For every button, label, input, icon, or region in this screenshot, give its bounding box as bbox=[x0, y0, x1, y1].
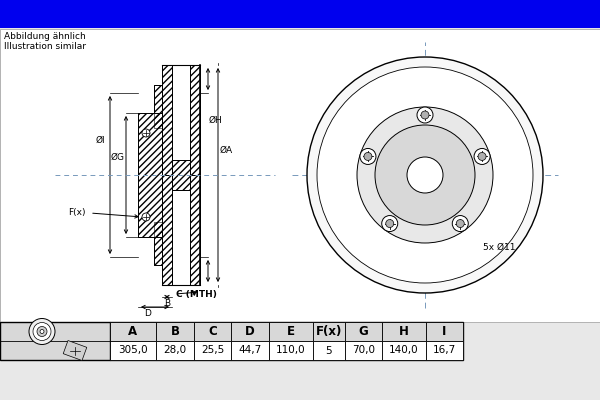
Bar bbox=[110, 341, 156, 360]
Bar bbox=[138, 113, 162, 237]
Bar bbox=[162, 175, 172, 285]
Bar bbox=[345, 341, 382, 360]
Circle shape bbox=[357, 107, 493, 243]
Bar bbox=[231, 322, 269, 341]
Bar bbox=[172, 160, 190, 190]
Bar bbox=[162, 65, 172, 175]
Bar bbox=[194, 322, 231, 341]
Text: Illustration similar: Illustration similar bbox=[4, 42, 86, 51]
Circle shape bbox=[142, 213, 150, 221]
Bar bbox=[162, 175, 172, 285]
Text: C (MTH): C (MTH) bbox=[176, 290, 217, 300]
Circle shape bbox=[452, 216, 468, 232]
Bar bbox=[110, 322, 156, 341]
Bar bbox=[138, 113, 162, 237]
Circle shape bbox=[33, 322, 51, 340]
Text: 140,0: 140,0 bbox=[389, 346, 419, 356]
Circle shape bbox=[375, 125, 475, 225]
Bar bbox=[0, 322, 110, 360]
Text: B: B bbox=[170, 325, 179, 338]
Bar bbox=[162, 65, 172, 175]
Bar bbox=[172, 65, 190, 160]
Text: 28,0: 28,0 bbox=[163, 346, 187, 356]
Bar bbox=[172, 160, 190, 190]
Bar bbox=[0, 29, 600, 322]
Text: ØI: ØI bbox=[96, 136, 106, 144]
Text: D: D bbox=[245, 325, 255, 338]
Text: F(x): F(x) bbox=[316, 325, 342, 338]
Bar bbox=[190, 175, 200, 285]
Bar bbox=[426, 341, 463, 360]
Circle shape bbox=[474, 148, 490, 164]
Circle shape bbox=[386, 220, 394, 228]
Bar bbox=[190, 175, 200, 285]
Circle shape bbox=[478, 152, 486, 160]
Bar bbox=[382, 322, 426, 341]
Text: Abbildung ähnlich: Abbildung ähnlich bbox=[4, 32, 86, 41]
Bar bbox=[313, 341, 345, 360]
Bar bbox=[156, 341, 194, 360]
Bar bbox=[345, 322, 382, 341]
Bar bbox=[0, 0, 600, 28]
Text: 16,7: 16,7 bbox=[433, 346, 456, 356]
Text: H: H bbox=[399, 325, 409, 338]
Circle shape bbox=[142, 129, 150, 137]
Text: 5: 5 bbox=[326, 346, 332, 356]
Bar bbox=[194, 341, 231, 360]
Bar bbox=[63, 340, 87, 360]
Bar bbox=[154, 222, 162, 265]
Circle shape bbox=[29, 318, 55, 344]
Text: ØA: ØA bbox=[220, 146, 233, 154]
Bar bbox=[156, 322, 194, 341]
Text: D: D bbox=[145, 310, 151, 318]
Text: 110,0: 110,0 bbox=[276, 346, 306, 356]
Text: F(x): F(x) bbox=[68, 208, 86, 218]
Text: ØG: ØG bbox=[111, 152, 125, 162]
Circle shape bbox=[382, 216, 398, 232]
Text: I: I bbox=[442, 325, 446, 338]
Bar bbox=[110, 322, 463, 360]
Circle shape bbox=[40, 330, 44, 334]
Circle shape bbox=[417, 107, 433, 123]
Circle shape bbox=[37, 326, 47, 336]
Text: G: G bbox=[359, 325, 368, 338]
Text: C: C bbox=[208, 325, 217, 338]
Text: 44,7: 44,7 bbox=[238, 346, 262, 356]
Text: 305,0: 305,0 bbox=[118, 346, 148, 356]
Text: 24.0128-0311.1    428311: 24.0128-0311.1 428311 bbox=[170, 5, 430, 23]
Bar bbox=[426, 322, 463, 341]
Bar bbox=[154, 222, 162, 265]
Circle shape bbox=[407, 157, 443, 193]
Bar bbox=[154, 85, 162, 128]
Text: 70,0: 70,0 bbox=[352, 346, 375, 356]
Text: 5x Ø11: 5x Ø11 bbox=[483, 242, 515, 252]
Circle shape bbox=[456, 220, 464, 228]
Text: 25,5: 25,5 bbox=[201, 346, 224, 356]
Bar bbox=[231, 341, 269, 360]
Bar bbox=[172, 190, 190, 285]
Text: A: A bbox=[128, 325, 137, 338]
Bar bbox=[190, 65, 200, 175]
Bar bbox=[154, 85, 162, 128]
Bar bbox=[269, 341, 313, 360]
Circle shape bbox=[364, 152, 372, 160]
Circle shape bbox=[317, 67, 533, 283]
Text: E: E bbox=[287, 325, 295, 338]
Circle shape bbox=[307, 57, 543, 293]
Bar bbox=[313, 322, 345, 341]
Text: B: B bbox=[164, 300, 170, 308]
Text: ØH: ØH bbox=[209, 116, 223, 124]
Circle shape bbox=[360, 148, 376, 164]
Text: ØE: ØE bbox=[148, 158, 161, 168]
Circle shape bbox=[421, 111, 429, 119]
Bar bbox=[190, 65, 200, 175]
Bar bbox=[382, 341, 426, 360]
Bar bbox=[269, 322, 313, 341]
